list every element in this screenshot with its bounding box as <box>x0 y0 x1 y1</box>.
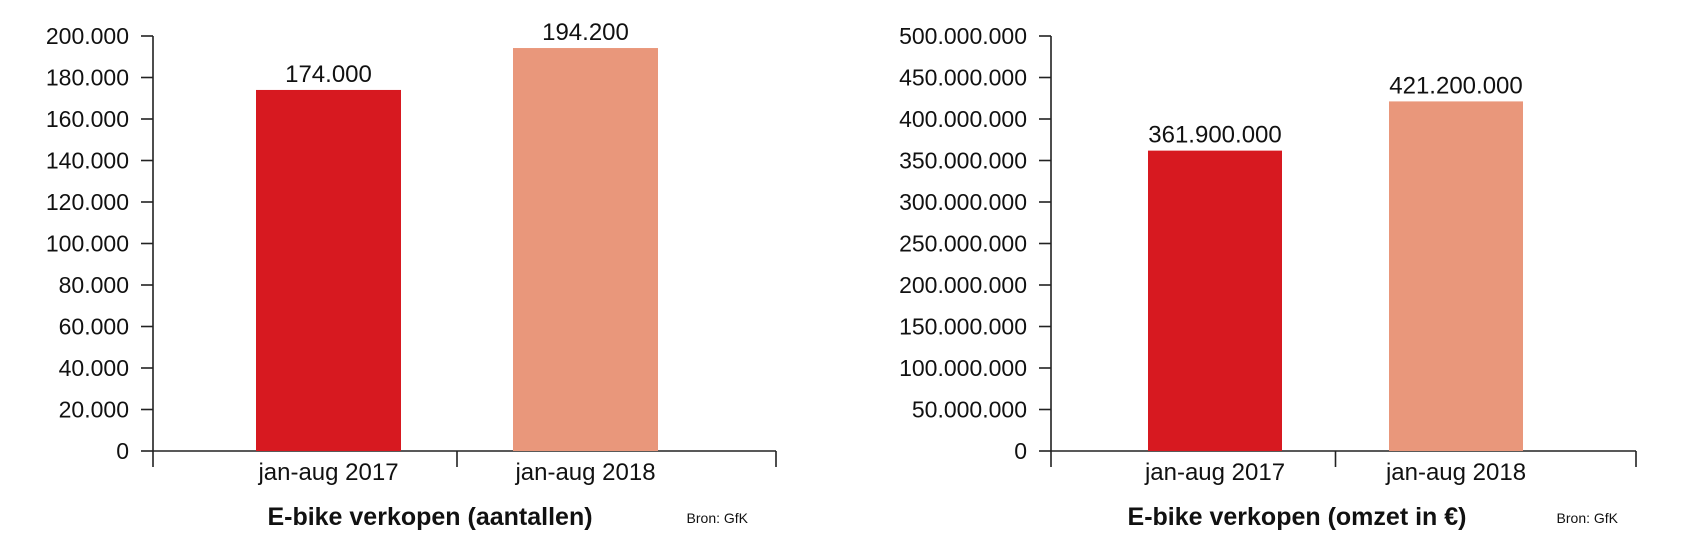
y-tick-label: 350.000.000 <box>899 148 1027 174</box>
y-tick-label: 60.000 <box>59 314 129 340</box>
y-tick-label: 100.000.000 <box>899 355 1027 381</box>
y-tick-label: 450.000.000 <box>899 65 1027 91</box>
chart-title: E-bike verkopen (omzet in €) <box>1128 503 1467 531</box>
y-tick-label: 140.000 <box>46 148 129 174</box>
y-tick-label: 50.000.000 <box>912 397 1027 423</box>
source-label: Bron: GfK <box>1557 510 1619 526</box>
x-category-label: jan-aug 2017 <box>257 459 398 486</box>
bar-value-label: 174.000 <box>285 61 372 88</box>
y-tick-label: 400.000.000 <box>899 106 1027 132</box>
y-tick-label: 200.000.000 <box>899 272 1027 298</box>
y-tick-label: 160.000 <box>46 106 129 132</box>
bar-1 <box>1148 150 1282 452</box>
x-category-label: jan-aug 2018 <box>1385 459 1526 486</box>
x-category-label: jan-aug 2018 <box>514 459 655 486</box>
y-tick-label: 180.000 <box>46 65 129 91</box>
source-label: Bron: GfK <box>687 510 749 526</box>
y-tick-label: 500.000.000 <box>899 23 1027 49</box>
y-tick-label: 40.000 <box>59 355 129 381</box>
y-tick-label: 20.000 <box>59 397 129 423</box>
x-category-label: jan-aug 2017 <box>1144 459 1285 486</box>
y-tick-label: 100.000 <box>46 231 129 257</box>
bar-2 <box>1389 101 1523 452</box>
y-tick-label: 200.000 <box>46 23 129 49</box>
bar-value-label: 361.900.000 <box>1148 122 1281 149</box>
y-tick-label: 0 <box>116 438 129 464</box>
y-tick-label: 0 <box>1014 438 1027 464</box>
chart-omzet: 0 50.000.000 100.000.000 150.000.000 200.000… <box>899 23 1637 531</box>
y-tick-label: 150.000.000 <box>899 314 1027 340</box>
bar-value-label: 194.200 <box>542 19 629 46</box>
chart-title: E-bike verkopen (aantallen) <box>267 503 592 531</box>
y-tick-label: 80.000 <box>59 272 129 298</box>
bar-value-label: 421.200.000 <box>1389 72 1522 99</box>
bar-1 <box>256 89 401 451</box>
y-tick-label: 120.000 <box>46 189 129 215</box>
y-tick-label: 300.000.000 <box>899 189 1027 215</box>
y-tick-label: 250.000.000 <box>899 231 1027 257</box>
bar-2 <box>513 48 658 451</box>
chart-aantallen: 0 20.000 40.000 60.000 80.000 100.000 120.000 1… <box>46 19 777 531</box>
